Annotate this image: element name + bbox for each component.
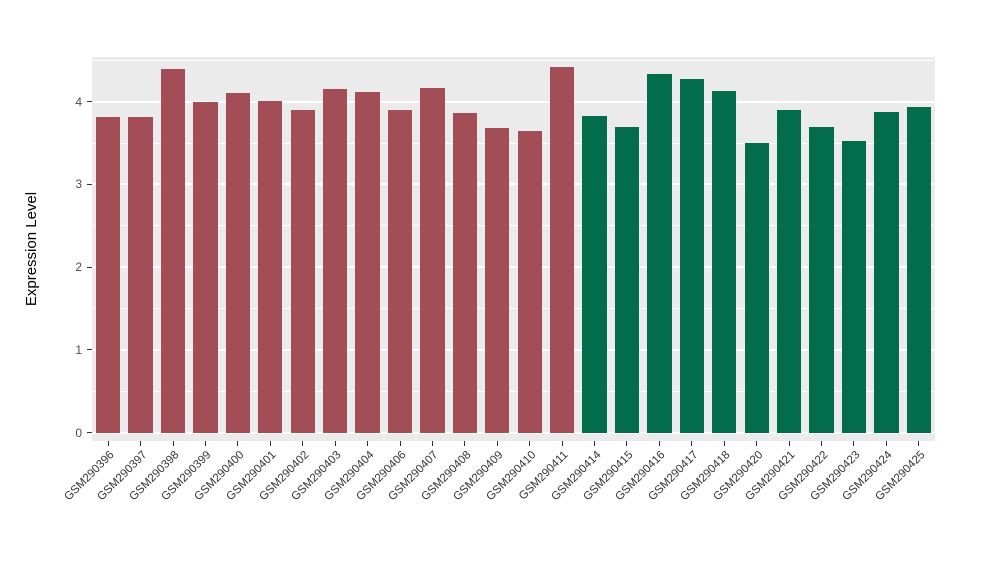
gridline-minor <box>92 142 935 144</box>
x-tick-mark <box>302 441 304 446</box>
y-tick-mark <box>87 183 92 185</box>
bar <box>874 112 899 433</box>
bar <box>355 91 380 433</box>
x-tick-mark <box>885 441 887 446</box>
x-tick-mark <box>626 441 628 446</box>
bar <box>452 113 478 433</box>
x-tick-mark <box>788 441 790 446</box>
bar <box>647 74 672 433</box>
gridline-major <box>92 431 935 434</box>
gridline-minor <box>92 390 935 392</box>
gridline-major <box>92 266 935 269</box>
bar <box>485 128 510 433</box>
bar <box>776 109 802 433</box>
bar <box>420 87 445 433</box>
bar <box>387 109 413 433</box>
x-tick-mark <box>756 441 758 446</box>
bar <box>549 66 575 433</box>
x-tick-mark <box>561 441 563 446</box>
bar <box>614 126 640 433</box>
bar <box>517 130 542 433</box>
bar <box>128 117 153 433</box>
bar <box>225 93 251 433</box>
bar <box>582 115 607 433</box>
y-tick-label: 3 <box>75 177 82 192</box>
x-tick-mark <box>658 441 660 446</box>
gridline-major <box>92 348 935 351</box>
x-tick-mark <box>431 441 433 446</box>
x-tick-mark <box>237 441 239 446</box>
gridline-major <box>92 100 935 103</box>
x-tick-mark <box>204 441 206 446</box>
x-tick-mark <box>269 441 271 446</box>
x-tick-mark <box>529 441 531 446</box>
x-tick-mark <box>399 441 401 446</box>
y-tick-label: 1 <box>75 342 82 357</box>
x-tick-mark <box>140 441 142 446</box>
bar <box>160 68 186 433</box>
y-axis-title: Expression Level <box>23 191 40 307</box>
x-tick-mark <box>918 441 920 446</box>
y-tick-label: 4 <box>75 94 82 109</box>
x-tick-mark <box>723 441 725 446</box>
x-tick-mark <box>107 441 109 446</box>
bar <box>809 126 834 433</box>
x-tick-mark <box>821 441 823 446</box>
bar <box>679 79 704 433</box>
gridline-major <box>92 183 935 186</box>
bar <box>258 100 283 433</box>
x-tick-mark <box>594 441 596 446</box>
bar <box>906 107 931 433</box>
x-tick-mark <box>691 441 693 446</box>
plot-panel <box>92 57 935 441</box>
x-tick-mark <box>367 441 369 446</box>
bar <box>96 116 121 433</box>
bar <box>712 90 737 433</box>
gridline-minor <box>92 308 935 310</box>
x-tick-mark <box>496 441 498 446</box>
y-tick-label: 0 <box>75 425 82 440</box>
y-tick-label: 2 <box>75 260 82 275</box>
bar <box>744 143 769 433</box>
bar <box>323 89 348 433</box>
x-tick-mark <box>172 441 174 446</box>
x-tick-mark <box>334 441 336 446</box>
bar <box>841 141 867 433</box>
gridline-minor <box>92 225 935 227</box>
bar <box>290 109 315 433</box>
x-tick-mark <box>853 441 855 446</box>
y-tick-mark <box>87 101 92 103</box>
y-tick-mark <box>87 349 92 351</box>
gridline-minor <box>92 59 935 61</box>
y-tick-mark <box>87 432 92 434</box>
bar <box>193 101 218 433</box>
x-tick-mark <box>464 441 466 446</box>
y-tick-mark <box>87 266 92 268</box>
